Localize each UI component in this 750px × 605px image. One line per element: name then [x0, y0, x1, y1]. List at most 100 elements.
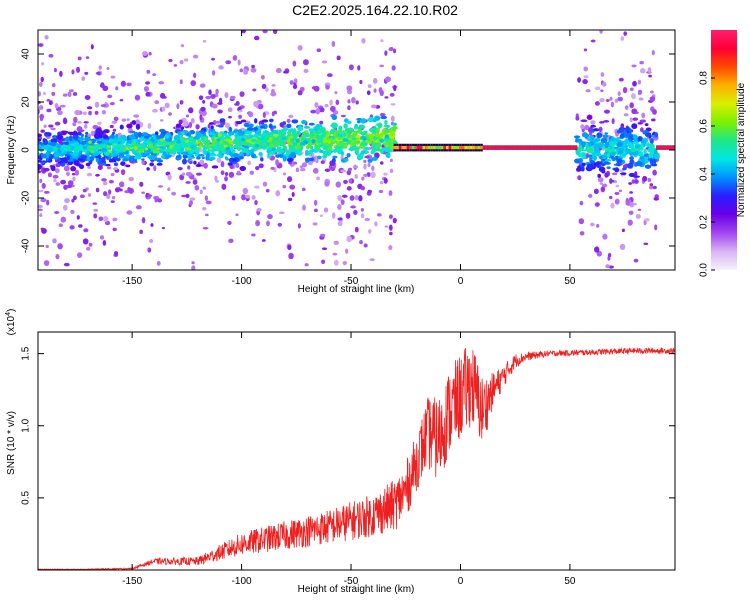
spectrogram-cell [228, 140, 234, 145]
spectrogram-cell [273, 30, 278, 35]
spectrogram-cell [231, 195, 236, 201]
spectrogram-cell [338, 133, 343, 138]
spectrogram-cell [251, 233, 256, 237]
spectrogram-cell [51, 165, 56, 172]
spectrogram-cell [342, 260, 348, 266]
spectrogram-cell [109, 124, 114, 129]
spectrogram-cell [619, 243, 626, 251]
spectrogram-cell [97, 160, 101, 165]
spectrogram-cell [38, 156, 43, 161]
spectrogram-cell [287, 131, 291, 135]
spectrogram-cell [101, 178, 107, 182]
spectrogram-cell [202, 100, 206, 104]
spectrogram-cell [241, 138, 245, 142]
snr-xtick-label: -50 [344, 576, 359, 587]
spectrogram-cell [178, 119, 183, 125]
spectrogram-cell [43, 190, 50, 194]
spectrogram-cell [417, 145, 420, 150]
snr-ylabel: SNR (10 * v/v) [6, 411, 17, 475]
spectrogram-cell [379, 139, 385, 143]
spectrogram-cell [346, 120, 352, 125]
spectrogram-cell [228, 126, 233, 133]
spectrogram-cell [384, 225, 389, 228]
spectrogram-cell [234, 103, 240, 106]
spectrogram-cell [55, 182, 61, 186]
spectrogram-cell [637, 89, 643, 95]
spectrogram-cell [337, 203, 342, 210]
svg-text:(x104): (x104) [5, 309, 17, 336]
spectrogram-cell [229, 95, 236, 100]
spectrogram-cell [360, 118, 367, 124]
spectrogram-cell [551, 145, 554, 150]
spectrogram-cell [82, 146, 88, 150]
spectrogram-cell [57, 110, 63, 116]
spectrogram-cell [300, 146, 304, 150]
spectrogram-cell [351, 96, 356, 104]
spectrogram-cell [88, 242, 93, 247]
spectrogram-cell [637, 136, 641, 142]
spectrogram-cell [480, 145, 483, 150]
spectrogram-cell [143, 86, 149, 92]
spectrogram-cell [51, 141, 57, 147]
spectrogram-cell [95, 187, 100, 193]
spectrogram-cell [112, 131, 116, 135]
spectrogram-cell [53, 67, 57, 73]
spectrogram-cell [205, 200, 212, 205]
snr-yscale-exponent: 4 [5, 312, 12, 316]
spectrogram-cell [38, 164, 42, 170]
spectrogram-cell [356, 120, 361, 124]
spectrogram-cell [384, 149, 389, 153]
spectrogram-cell [73, 15, 77, 21]
spectrogram-cell [629, 102, 634, 109]
spectrogram-cell [268, 123, 273, 129]
spectrogram-cell [530, 145, 533, 150]
spectrogram-cell [602, 155, 607, 160]
spectrogram-cell [93, 213, 98, 219]
spectrogram-cell [98, 216, 104, 222]
spectrogram-cell [129, 130, 136, 134]
spectrogram-cell [141, 191, 146, 194]
spectrogram-cell [301, 187, 306, 192]
spectrogram-cell [287, 157, 294, 163]
spectrogram-cell [55, 163, 61, 168]
spectrogram-cell [367, 158, 373, 163]
spectrogram-cell [190, 118, 195, 124]
spectrogram-cell [52, 174, 59, 179]
spectrogram-cell [656, 145, 659, 150]
spectrogram-cell [384, 130, 390, 134]
spectrogram-cell [105, 163, 111, 167]
spectrogram-cell [159, 92, 166, 99]
spectrogram-cell [244, 145, 249, 149]
spectrogram-cell [630, 147, 638, 152]
spectrogram-cell [286, 123, 292, 129]
spectrogram-cell [333, 140, 338, 144]
spectrogram-cell [247, 127, 254, 131]
spectrogram-cell [588, 131, 593, 136]
spectrogram-cell [45, 199, 50, 206]
spectrogram-cell [580, 152, 586, 155]
spectrogram-cell [566, 145, 570, 150]
spectrogram-cell [295, 138, 300, 143]
spectrogram-cell [101, 147, 108, 153]
spectrogram-cell [631, 64, 637, 68]
spectrogram-cell [106, 193, 111, 200]
spectrogram-cell [202, 39, 207, 43]
spectrogram-cell [90, 44, 94, 50]
spectrogram-cell [38, 133, 42, 138]
spectrogram-cell [193, 72, 197, 79]
spectrogram-cell [594, 86, 601, 91]
spectrogram-cell [173, 134, 180, 141]
spectrogram-cell [47, 146, 54, 152]
spectrogram-cell [148, 155, 156, 161]
spectrogram-cell [80, 133, 84, 137]
spectrogram-cell [238, 109, 243, 113]
spectrogram-cell [278, 211, 285, 215]
spectrogram-cell [380, 161, 384, 165]
spectrogram-cell [572, 145, 575, 150]
spectrogram-cell [270, 166, 275, 170]
spectrogram-cell [372, 142, 379, 146]
spectrogram-cell [141, 158, 145, 161]
spectrogram-cell [385, 152, 391, 158]
spectrogram-cell [617, 130, 622, 134]
spectrogram-cell [331, 114, 338, 120]
